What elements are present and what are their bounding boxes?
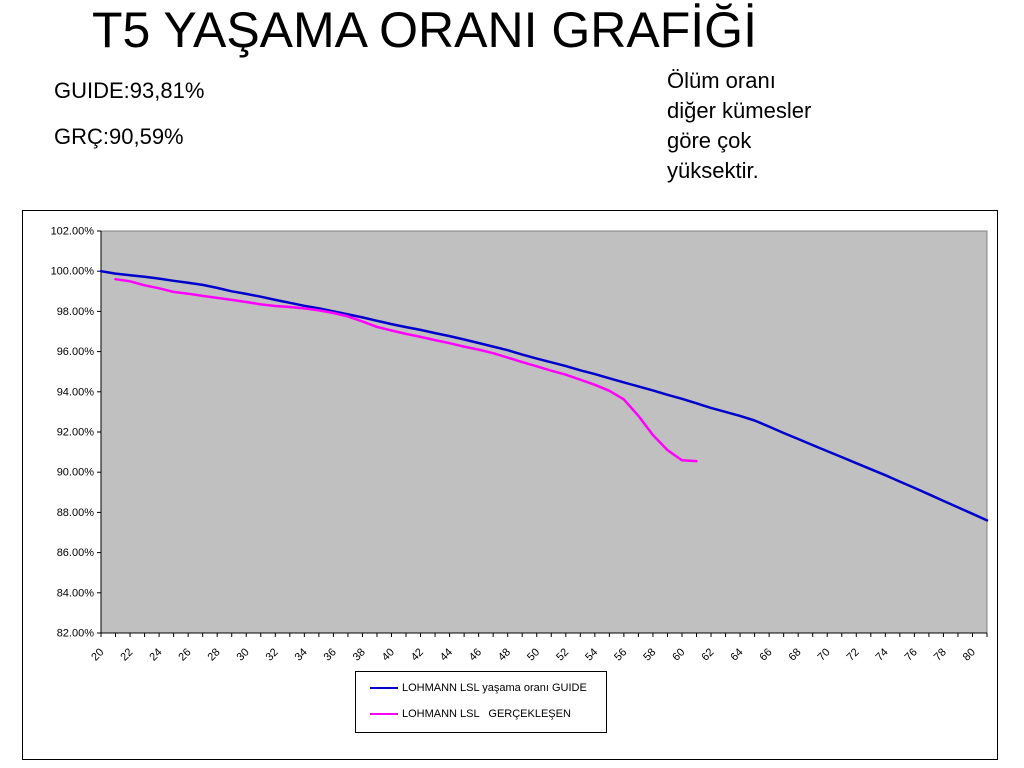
y-tick-label: 102.00% [51,226,95,238]
chart-legend: LOHMANN LSL yaşama oranı GUIDE LOHMANN L… [355,671,607,733]
mortality-note: Ölüm oranı diğer kümesler göre çok yükse… [667,66,811,186]
legend-swatch-guide [370,687,398,689]
x-tick-label: 38 [351,646,368,663]
y-tick-label: 88.00% [57,507,95,519]
x-tick-label: 40 [380,646,397,663]
x-tick-label: 48 [496,646,513,663]
plot-area [100,230,988,634]
legend-item-guide: LOHMANN LSL yaşama oranı GUIDE [370,681,587,695]
x-tick-label: 66 [757,646,774,663]
y-tick-label: 90.00% [57,467,95,479]
y-tick-label: 86.00% [57,547,95,559]
x-tick-label: 72 [845,646,862,663]
x-tick-label: 46 [467,646,484,663]
y-tick-label: 94.00% [57,386,95,398]
y-tick-label: 84.00% [57,587,95,599]
x-tick-label: 44 [438,646,455,663]
survival-line-chart: 82.00% 84.00% 86.00% 88.00% 90.00% 92.00% 94.0… [51,226,989,663]
x-tick-label: 54 [583,646,600,663]
x-tick-label: 32 [264,646,281,663]
x-tick-label: 20 [89,646,106,663]
y-tick-label: 82.00% [57,628,95,640]
x-tick-label: 74 [874,646,891,663]
x-tick-label: 52 [554,646,571,663]
x-tick-label: 62 [699,646,716,663]
x-tick-label: 36 [322,646,339,663]
note-line: göre çok [667,128,752,153]
x-tick-label: 26 [176,646,193,663]
x-tick-label: 80 [961,646,978,663]
legend-label-guide: LOHMANN LSL yaşama oranı GUIDE [402,682,587,694]
x-tick-label: 22 [118,646,135,663]
x-tick-label: 64 [728,646,745,663]
series-line-actual [114,277,698,463]
x-tick-label: 30 [235,646,252,663]
y-tick-label: 96.00% [57,346,95,358]
legend-swatch-actual [370,713,398,715]
x-tick-label: 68 [786,646,803,663]
x-tick-label: 76 [903,646,920,663]
series-line-guide [99,269,989,522]
actual-stat: GRÇ:90,59% [54,124,184,149]
x-tick-label: 78 [932,646,949,663]
y-tick-label: 92.00% [57,427,95,439]
slide-title: T5 YAŞAMA ORANI GRAFİĞİ [92,2,757,58]
note-line: diğer kümesler [667,98,812,123]
chart-frame: 82.00% 84.00% 86.00% 88.00% 90.00% 92.00% 94.0… [22,210,998,760]
x-tick-label: 50 [525,646,542,663]
note-line: yüksektir. [667,158,759,183]
note-line: Ölüm oranı [667,68,776,93]
x-tick-label: 24 [147,646,164,663]
legend-item-actual: LOHMANN LSL GERÇEKLEŞEN [370,707,571,721]
x-tick-label: 56 [612,646,629,663]
x-tick-label: 70 [816,646,833,663]
x-tick-label: 34 [293,646,310,663]
x-tick-label: 28 [206,646,223,663]
y-tick-label: 98.00% [57,306,95,318]
y-tick-label: 100.00% [51,266,95,278]
x-tick-label: 60 [670,646,687,663]
x-tick-label: 58 [641,646,658,663]
guide-stat: GUIDE:93,81% [54,78,205,103]
legend-label-actual: LOHMANN LSL GERÇEKLEŞEN [402,708,571,720]
x-tick-label: 42 [409,646,426,663]
